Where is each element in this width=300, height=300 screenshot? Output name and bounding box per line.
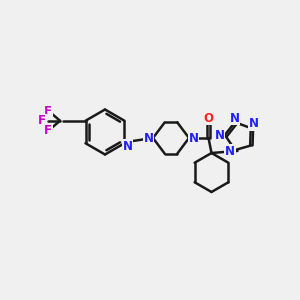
Text: F: F <box>44 105 52 118</box>
Text: N: N <box>143 131 154 145</box>
Text: N: N <box>214 130 225 142</box>
Text: F: F <box>44 124 52 137</box>
Text: O: O <box>203 112 214 125</box>
Text: N: N <box>188 131 199 145</box>
Text: N: N <box>225 145 235 158</box>
Text: F: F <box>38 114 46 127</box>
Text: N: N <box>230 112 239 125</box>
Text: N: N <box>248 117 258 130</box>
Text: N: N <box>122 140 133 153</box>
